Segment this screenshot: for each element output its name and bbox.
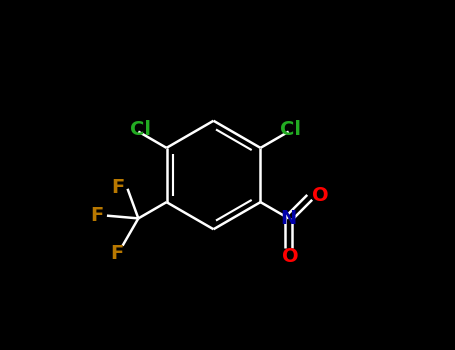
Text: F: F xyxy=(111,177,124,197)
Text: F: F xyxy=(111,244,124,263)
Text: N: N xyxy=(281,209,297,228)
Text: Cl: Cl xyxy=(280,120,301,139)
Text: Cl: Cl xyxy=(130,120,151,139)
Text: O: O xyxy=(312,186,329,205)
Text: F: F xyxy=(90,206,103,225)
Text: O: O xyxy=(282,247,299,266)
